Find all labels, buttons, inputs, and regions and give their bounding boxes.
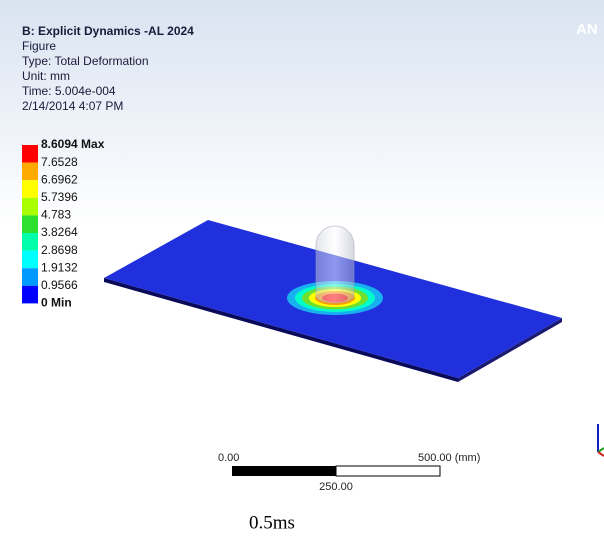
legend-band [22,180,38,198]
legend-band [22,233,38,251]
legend-label: 0 Min [41,296,72,310]
legend-label: 6.6962 [41,172,78,186]
viewport: AN B: Explicit Dynamics -AL 2024 FigureT… [0,0,604,538]
impactor [316,226,354,303]
legend-band [22,215,38,233]
legend-label: 3.8264 [41,225,78,239]
legend-label: 1.9132 [41,260,78,274]
header-line: Type: Total Deformation [22,54,149,68]
legend-label: 4.783 [41,208,71,222]
scale-bar-dark [232,466,336,476]
legend-band [22,268,38,286]
caption: 0.5ms [249,512,295,533]
header-line: Time: 5.004e-004 [22,84,116,98]
header-line: 2/14/2014 4:07 PM [22,99,123,113]
header-line: Unit: mm [22,69,70,83]
scale-left: 0.00 [218,452,239,464]
scale-middle: 250.00 [319,481,353,493]
legend-label: 8.6094 Max [41,137,105,151]
legend-band [22,251,38,269]
legend-label: 7.6528 [41,155,78,169]
page: { "header": { "title": "B: Explicit Dyna… [0,0,604,538]
legend-band [22,163,38,181]
legend-label: 0.9566 [41,278,78,292]
header-line: Figure [22,39,56,53]
legend-band [22,198,38,216]
scale-bar-light [336,466,440,476]
title: B: Explicit Dynamics -AL 2024 [22,24,194,38]
legend-label: 5.7396 [41,190,78,204]
legend-label: 2.8698 [41,243,78,257]
legend-band [22,286,38,304]
brand: AN [576,21,598,38]
scale-right: 500.00 (mm) [418,452,480,464]
legend-band [22,145,38,163]
